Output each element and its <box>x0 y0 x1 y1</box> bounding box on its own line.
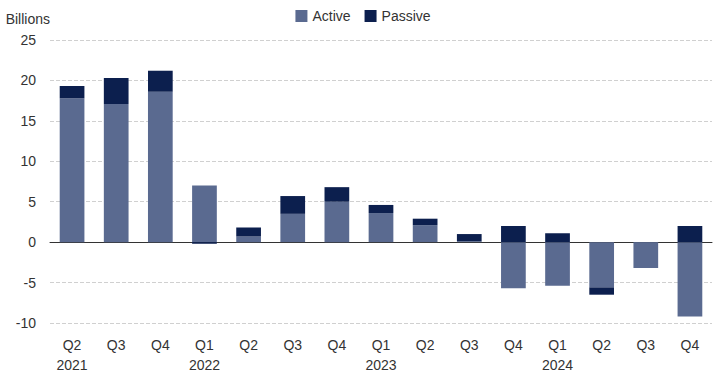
svg-text:2024: 2024 <box>542 357 573 373</box>
svg-text:10: 10 <box>20 153 36 169</box>
svg-text:25: 25 <box>20 32 36 48</box>
svg-text:15: 15 <box>20 113 36 129</box>
svg-text:Q2: Q2 <box>416 337 435 353</box>
svg-text:-10: -10 <box>16 315 36 331</box>
svg-text:Q4: Q4 <box>504 337 523 353</box>
svg-text:5: 5 <box>28 194 36 210</box>
svg-text:Q4: Q4 <box>328 337 347 353</box>
svg-text:Q1: Q1 <box>195 337 214 353</box>
svg-text:Active: Active <box>312 8 350 24</box>
svg-text:-5: -5 <box>24 275 37 291</box>
svg-text:Q4: Q4 <box>681 337 700 353</box>
svg-text:Q3: Q3 <box>107 337 126 353</box>
svg-text:Q3: Q3 <box>460 337 479 353</box>
svg-text:Q1: Q1 <box>548 337 567 353</box>
svg-text:Billions: Billions <box>6 11 50 27</box>
svg-text:Passive: Passive <box>382 8 431 24</box>
svg-text:2023: 2023 <box>365 357 396 373</box>
svg-text:Q2: Q2 <box>239 337 258 353</box>
svg-text:Q3: Q3 <box>283 337 302 353</box>
svg-text:Q4: Q4 <box>151 337 170 353</box>
svg-text:Q2: Q2 <box>592 337 611 353</box>
svg-text:2021: 2021 <box>56 357 87 373</box>
svg-text:Q3: Q3 <box>636 337 655 353</box>
svg-text:0: 0 <box>28 234 36 250</box>
svg-text:Q1: Q1 <box>372 337 391 353</box>
svg-text:2022: 2022 <box>189 357 220 373</box>
svg-text:Q2: Q2 <box>63 337 82 353</box>
svg-text:20: 20 <box>20 72 36 88</box>
